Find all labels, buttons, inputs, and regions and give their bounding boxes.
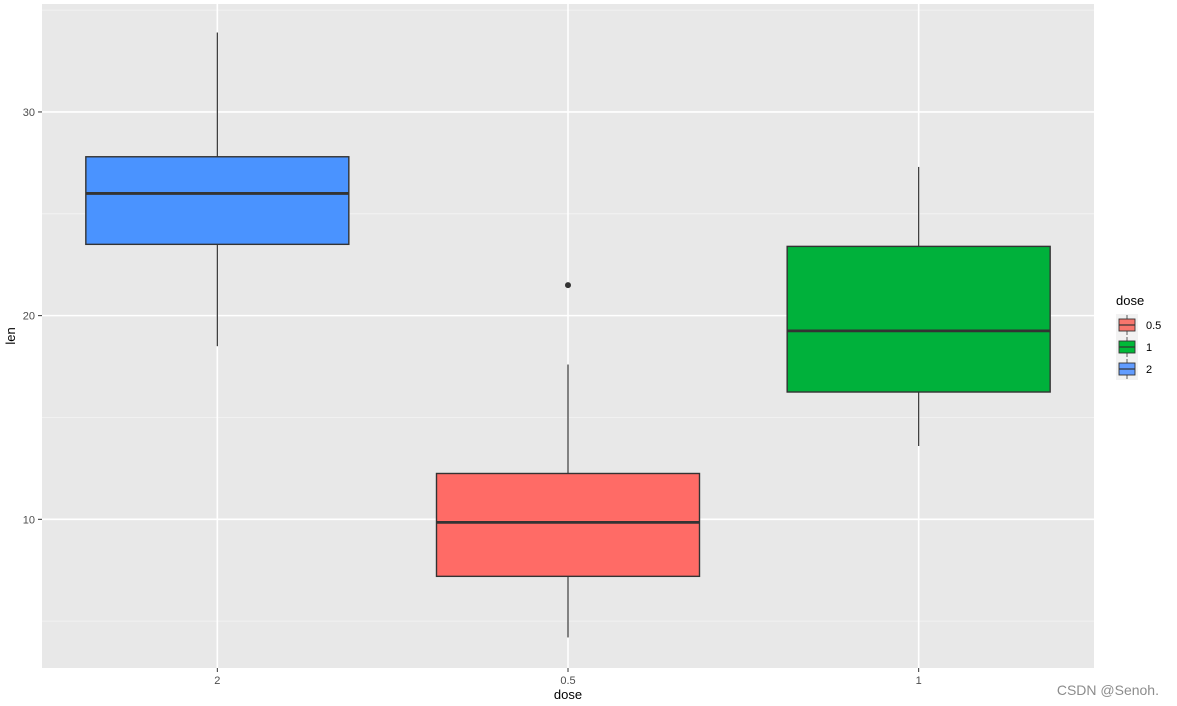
legend-item-0.5: 0.5: [1116, 314, 1161, 336]
legend-label: 2: [1146, 364, 1152, 376]
box-iqr: [85, 156, 350, 246]
y-axis-title: len: [3, 327, 18, 344]
watermark: CSDN @Senoh.: [1056, 682, 1159, 698]
legend-title: dose: [1116, 293, 1144, 308]
box-iqr: [786, 245, 1051, 393]
y-tick-label: 30: [23, 107, 35, 119]
legend: dose 0.5 1 2: [1116, 293, 1161, 380]
outlier-point: [565, 282, 571, 289]
y-tick-label: 20: [23, 311, 35, 323]
y-axis-ticks: 10 20 30: [23, 107, 42, 526]
x-tick-label: 2: [214, 675, 220, 687]
legend-label: 1: [1146, 342, 1152, 354]
boxes: [85, 32, 1051, 638]
box-1: [786, 166, 1051, 446]
box-2: [85, 32, 350, 347]
legend-label: 0.5: [1146, 320, 1161, 332]
x-tick-label: 1: [916, 675, 922, 687]
y-tick-label: 10: [23, 514, 35, 526]
x-tick-label: 0.5: [560, 675, 575, 687]
x-axis-ticks: 2 0.5 1: [214, 668, 922, 687]
legend-item-2: 2: [1116, 358, 1152, 380]
box-iqr: [435, 472, 701, 578]
box-0.5: [435, 282, 701, 638]
legend-item-1: 1: [1116, 336, 1152, 358]
x-axis-title: dose: [554, 687, 582, 702]
